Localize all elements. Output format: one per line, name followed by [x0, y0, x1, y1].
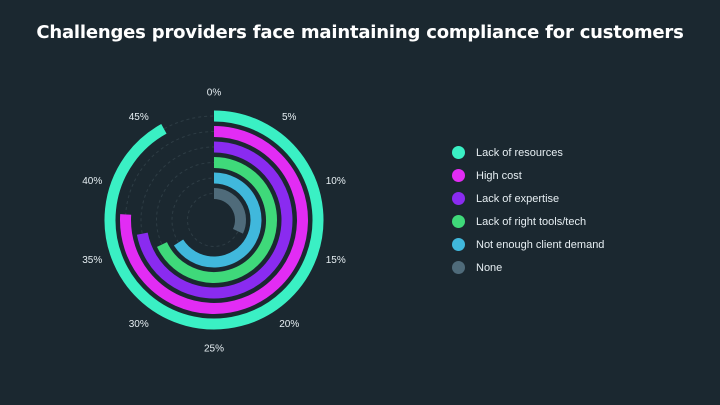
- bar-high-cost: [120, 126, 308, 314]
- tick-label: 0%: [207, 88, 222, 99]
- legend-item: Lack of resources: [452, 141, 604, 164]
- tick-label: 20%: [279, 319, 299, 330]
- legend-swatch: [452, 238, 465, 251]
- legend-item: Lack of expertise: [452, 187, 604, 210]
- tick-label: 30%: [129, 319, 149, 330]
- legend-label: Lack of expertise: [476, 192, 560, 205]
- legend-label: Lack of resources: [476, 146, 563, 159]
- bar-not-enough-client-demand: [173, 172, 262, 268]
- bar-none: [213, 188, 246, 234]
- chart-title: Challenges providers face maintaining co…: [36, 22, 684, 43]
- bar-lack-of-expertise: [136, 141, 293, 299]
- legend-swatch: [452, 169, 465, 182]
- tick-label: 35%: [82, 255, 102, 266]
- legend-swatch: [452, 192, 465, 205]
- legend-swatch: [452, 146, 465, 159]
- legend-label: Lack of right tools/tech: [476, 215, 587, 228]
- tick-label: 10%: [326, 176, 346, 187]
- bar-lack-of-resources: [104, 110, 324, 330]
- legend-item: High cost: [452, 164, 604, 187]
- legend-label: Not enough client demand: [476, 238, 605, 251]
- tick-label: 45%: [129, 112, 149, 123]
- tick-label: 15%: [326, 255, 346, 266]
- legend-item: Not enough client demand: [452, 233, 604, 256]
- bar-lack-of-right-tools-tech: [157, 157, 277, 283]
- legend: Lack of resources High cost Lack of expert…: [452, 141, 604, 279]
- legend-item: None: [452, 256, 604, 279]
- legend-label: High cost: [476, 169, 522, 182]
- legend-swatch: [452, 215, 465, 228]
- tick-label-group: 0% 5% 10% 15% 20% 25% 30% 35% 40% 45%: [82, 88, 346, 355]
- legend-item: Lack of right tools/tech: [452, 210, 604, 233]
- tick-label: 25%: [204, 344, 224, 355]
- bar-group: [104, 110, 324, 330]
- legend-swatch: [452, 261, 465, 274]
- legend-label: None: [476, 261, 503, 274]
- tick-label: 5%: [282, 112, 297, 123]
- tick-label: 40%: [82, 176, 102, 187]
